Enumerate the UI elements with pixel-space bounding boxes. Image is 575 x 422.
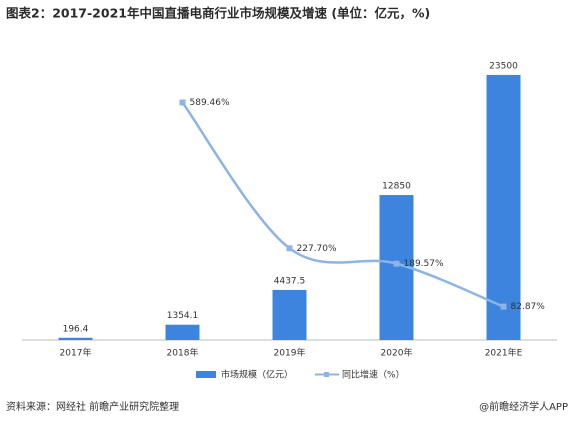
legend-label: 市场规模（亿元）: [221, 369, 293, 381]
legend-label: 同比增速（%）: [342, 369, 405, 381]
legend-swatch: [196, 371, 216, 378]
x-tick-label: 2020年: [381, 347, 413, 359]
data-label: 189.57%: [404, 259, 444, 269]
data-label: 82.87%: [511, 302, 546, 312]
credit: @前瞻经济学人APP: [479, 400, 568, 413]
line-marker: [179, 99, 186, 106]
x-tick-label: 2018年: [167, 347, 199, 359]
data-label: 1354.1: [167, 311, 199, 321]
line-marker: [286, 245, 293, 252]
data-label: 4437.5: [274, 276, 306, 286]
bar: [486, 74, 521, 341]
source: 资料来源：网经社 前瞻产业研究院整理: [6, 400, 179, 413]
x-tick-label: 2019年: [274, 347, 306, 359]
data-label: 12850: [382, 182, 411, 192]
line: [181, 101, 504, 308]
bar: [58, 337, 93, 340]
data-label: 589.46%: [190, 98, 230, 108]
data-label: 23500: [489, 61, 518, 71]
legend-swatch: [324, 372, 330, 377]
bar: [272, 289, 307, 340]
data-label: 227.70%: [297, 244, 337, 254]
chart-title: 图表2：2017-2021年中国直播电商行业市场规模及增速 (单位：亿元，%): [6, 6, 430, 21]
x-tick-label: 2017年: [60, 347, 92, 359]
data-label: 196.4: [63, 324, 89, 334]
bar: [165, 324, 200, 340]
x-tick-label: 2021年E: [485, 347, 523, 359]
line-marker: [500, 303, 507, 310]
line-marker: [393, 260, 400, 267]
